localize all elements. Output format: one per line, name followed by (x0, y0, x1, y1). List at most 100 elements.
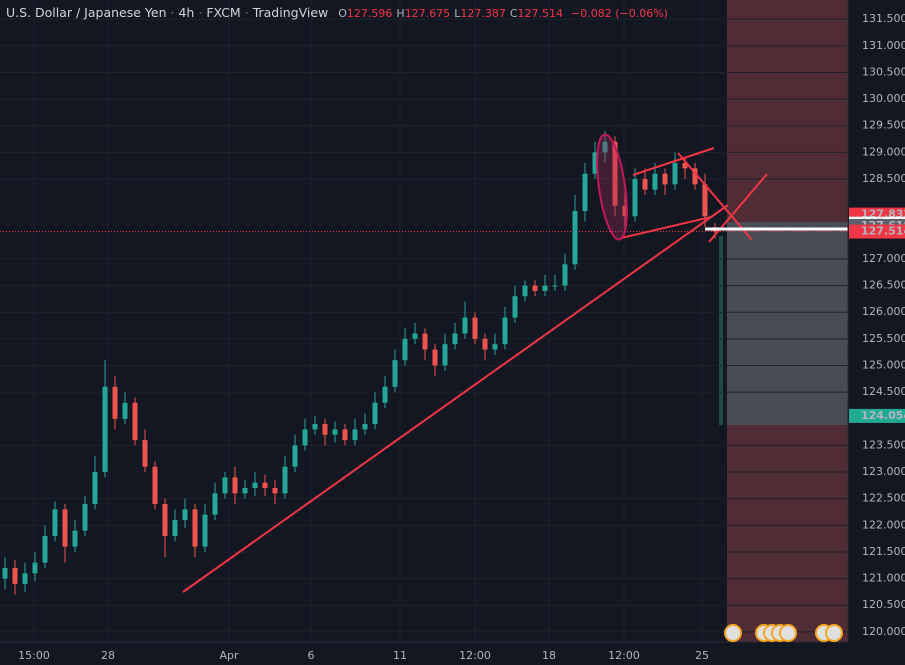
event-icon[interactable] (825, 624, 843, 642)
trendline (620, 216, 712, 239)
y-tick-label: 128.500 (862, 172, 905, 185)
candle-body (152, 466, 158, 505)
candle-body (102, 386, 108, 473)
x-tick-label: 6 (308, 649, 315, 662)
event-icon[interactable] (779, 624, 797, 642)
y-tick-label: 124.500 (862, 385, 905, 398)
candle-body (442, 344, 448, 366)
ohlc-value: 127.387 (460, 7, 506, 20)
ohlc-values: O127.596 H127.675 L127.387 C127.514 (338, 7, 567, 20)
y-tick-label: 131.000 (862, 39, 905, 52)
candle-body (202, 514, 208, 547)
symbol-header: U.S. Dollar / Japanese Yen · 4h · FXCM ·… (6, 5, 668, 20)
separator: · (170, 5, 175, 20)
candle-body (82, 504, 88, 531)
candle-body (482, 338, 488, 350)
event-icon[interactable] (724, 624, 742, 642)
candle-body (332, 429, 338, 435)
position-bar (719, 236, 723, 425)
candle-body (42, 535, 48, 563)
candle-body (392, 360, 398, 387)
trendline (632, 147, 715, 176)
candle-body (602, 141, 608, 153)
candle-body (302, 429, 308, 446)
candle-body (492, 344, 498, 350)
candle-body (462, 317, 468, 334)
candle-body (282, 466, 288, 494)
x-tick-label: 18 (542, 649, 556, 662)
candle-body (72, 530, 78, 547)
y-tick-label: 120.500 (862, 598, 905, 611)
x-tick-label: 25 (695, 649, 709, 662)
candle-body (612, 141, 618, 206)
ellipse-drawing (596, 133, 628, 241)
ohlc-key: O (338, 7, 347, 20)
event-icons (724, 624, 843, 642)
candle-body (512, 296, 518, 318)
symbol[interactable]: U.S. Dollar / Japanese Yen (6, 5, 167, 20)
candle-body (132, 402, 138, 441)
candle-body (472, 317, 478, 339)
y-tick-label: 129.000 (862, 145, 905, 158)
candle-body (412, 333, 418, 339)
y-tick-label: 121.500 (862, 545, 905, 558)
price-label-box (849, 224, 905, 239)
candle-body (242, 488, 248, 494)
candle-body (342, 429, 348, 441)
y-tick-label: 126.500 (862, 279, 905, 292)
ohlc-value: 127.675 (404, 7, 451, 20)
price-label: 124.054 (861, 409, 905, 422)
candle-body (162, 504, 168, 536)
candles (2, 131, 718, 595)
trendline (677, 152, 753, 241)
candle-body (582, 173, 588, 211)
y-tick-label: 130.000 (862, 92, 905, 105)
candle-body (172, 519, 178, 536)
candle-body (562, 264, 568, 286)
candle-body (622, 205, 628, 217)
candle-body (352, 429, 358, 441)
change: −0.082 (−0.06%) (571, 7, 668, 20)
candle-body (142, 440, 148, 467)
candle-body (122, 402, 128, 419)
candle-body (262, 482, 268, 489)
y-tick-label: 126.000 (862, 305, 905, 318)
x-tick-label: 28 (101, 649, 115, 662)
candle-body (592, 152, 598, 174)
candle-body (642, 179, 648, 190)
candle-body (32, 562, 38, 574)
candle-body (692, 168, 698, 185)
candle-body (182, 509, 188, 520)
candle-body (372, 402, 378, 425)
y-tick-label: 125.000 (862, 358, 905, 371)
candle-body (272, 488, 278, 494)
candle-body (702, 184, 708, 217)
y-tick-label: 122.000 (862, 518, 905, 531)
price-label: 127.514 (861, 225, 905, 238)
candle-body (92, 472, 98, 505)
platform: TradingView (252, 5, 329, 20)
candle-body (422, 333, 428, 350)
y-tick-label: 127.000 (862, 252, 905, 265)
candle-body (402, 338, 408, 361)
x-tick-label: 12:00 (608, 649, 640, 662)
y-tick-label: 123.500 (862, 438, 905, 451)
y-tick-label: 125.500 (862, 332, 905, 345)
price-label-box (849, 408, 905, 423)
y-tick-label: 131.500 (862, 12, 905, 25)
exchange: FXCM (206, 5, 241, 20)
ohlc-key: C (509, 7, 518, 20)
candle-body (252, 482, 258, 489)
y-tick-label: 129.500 (862, 119, 905, 132)
x-tick-label: 15:00 (18, 649, 50, 662)
candle-body (362, 424, 368, 430)
candle-body (542, 285, 548, 291)
interval[interactable]: 4h (178, 5, 195, 20)
trendline (182, 204, 729, 593)
candle-body (192, 509, 198, 547)
candle-body (312, 424, 318, 430)
ohlc-value: 127.596 (346, 7, 393, 20)
candle-body (232, 477, 238, 494)
y-tick-label: 123.000 (862, 465, 905, 478)
ohlc-value: 127.514 (517, 7, 564, 20)
